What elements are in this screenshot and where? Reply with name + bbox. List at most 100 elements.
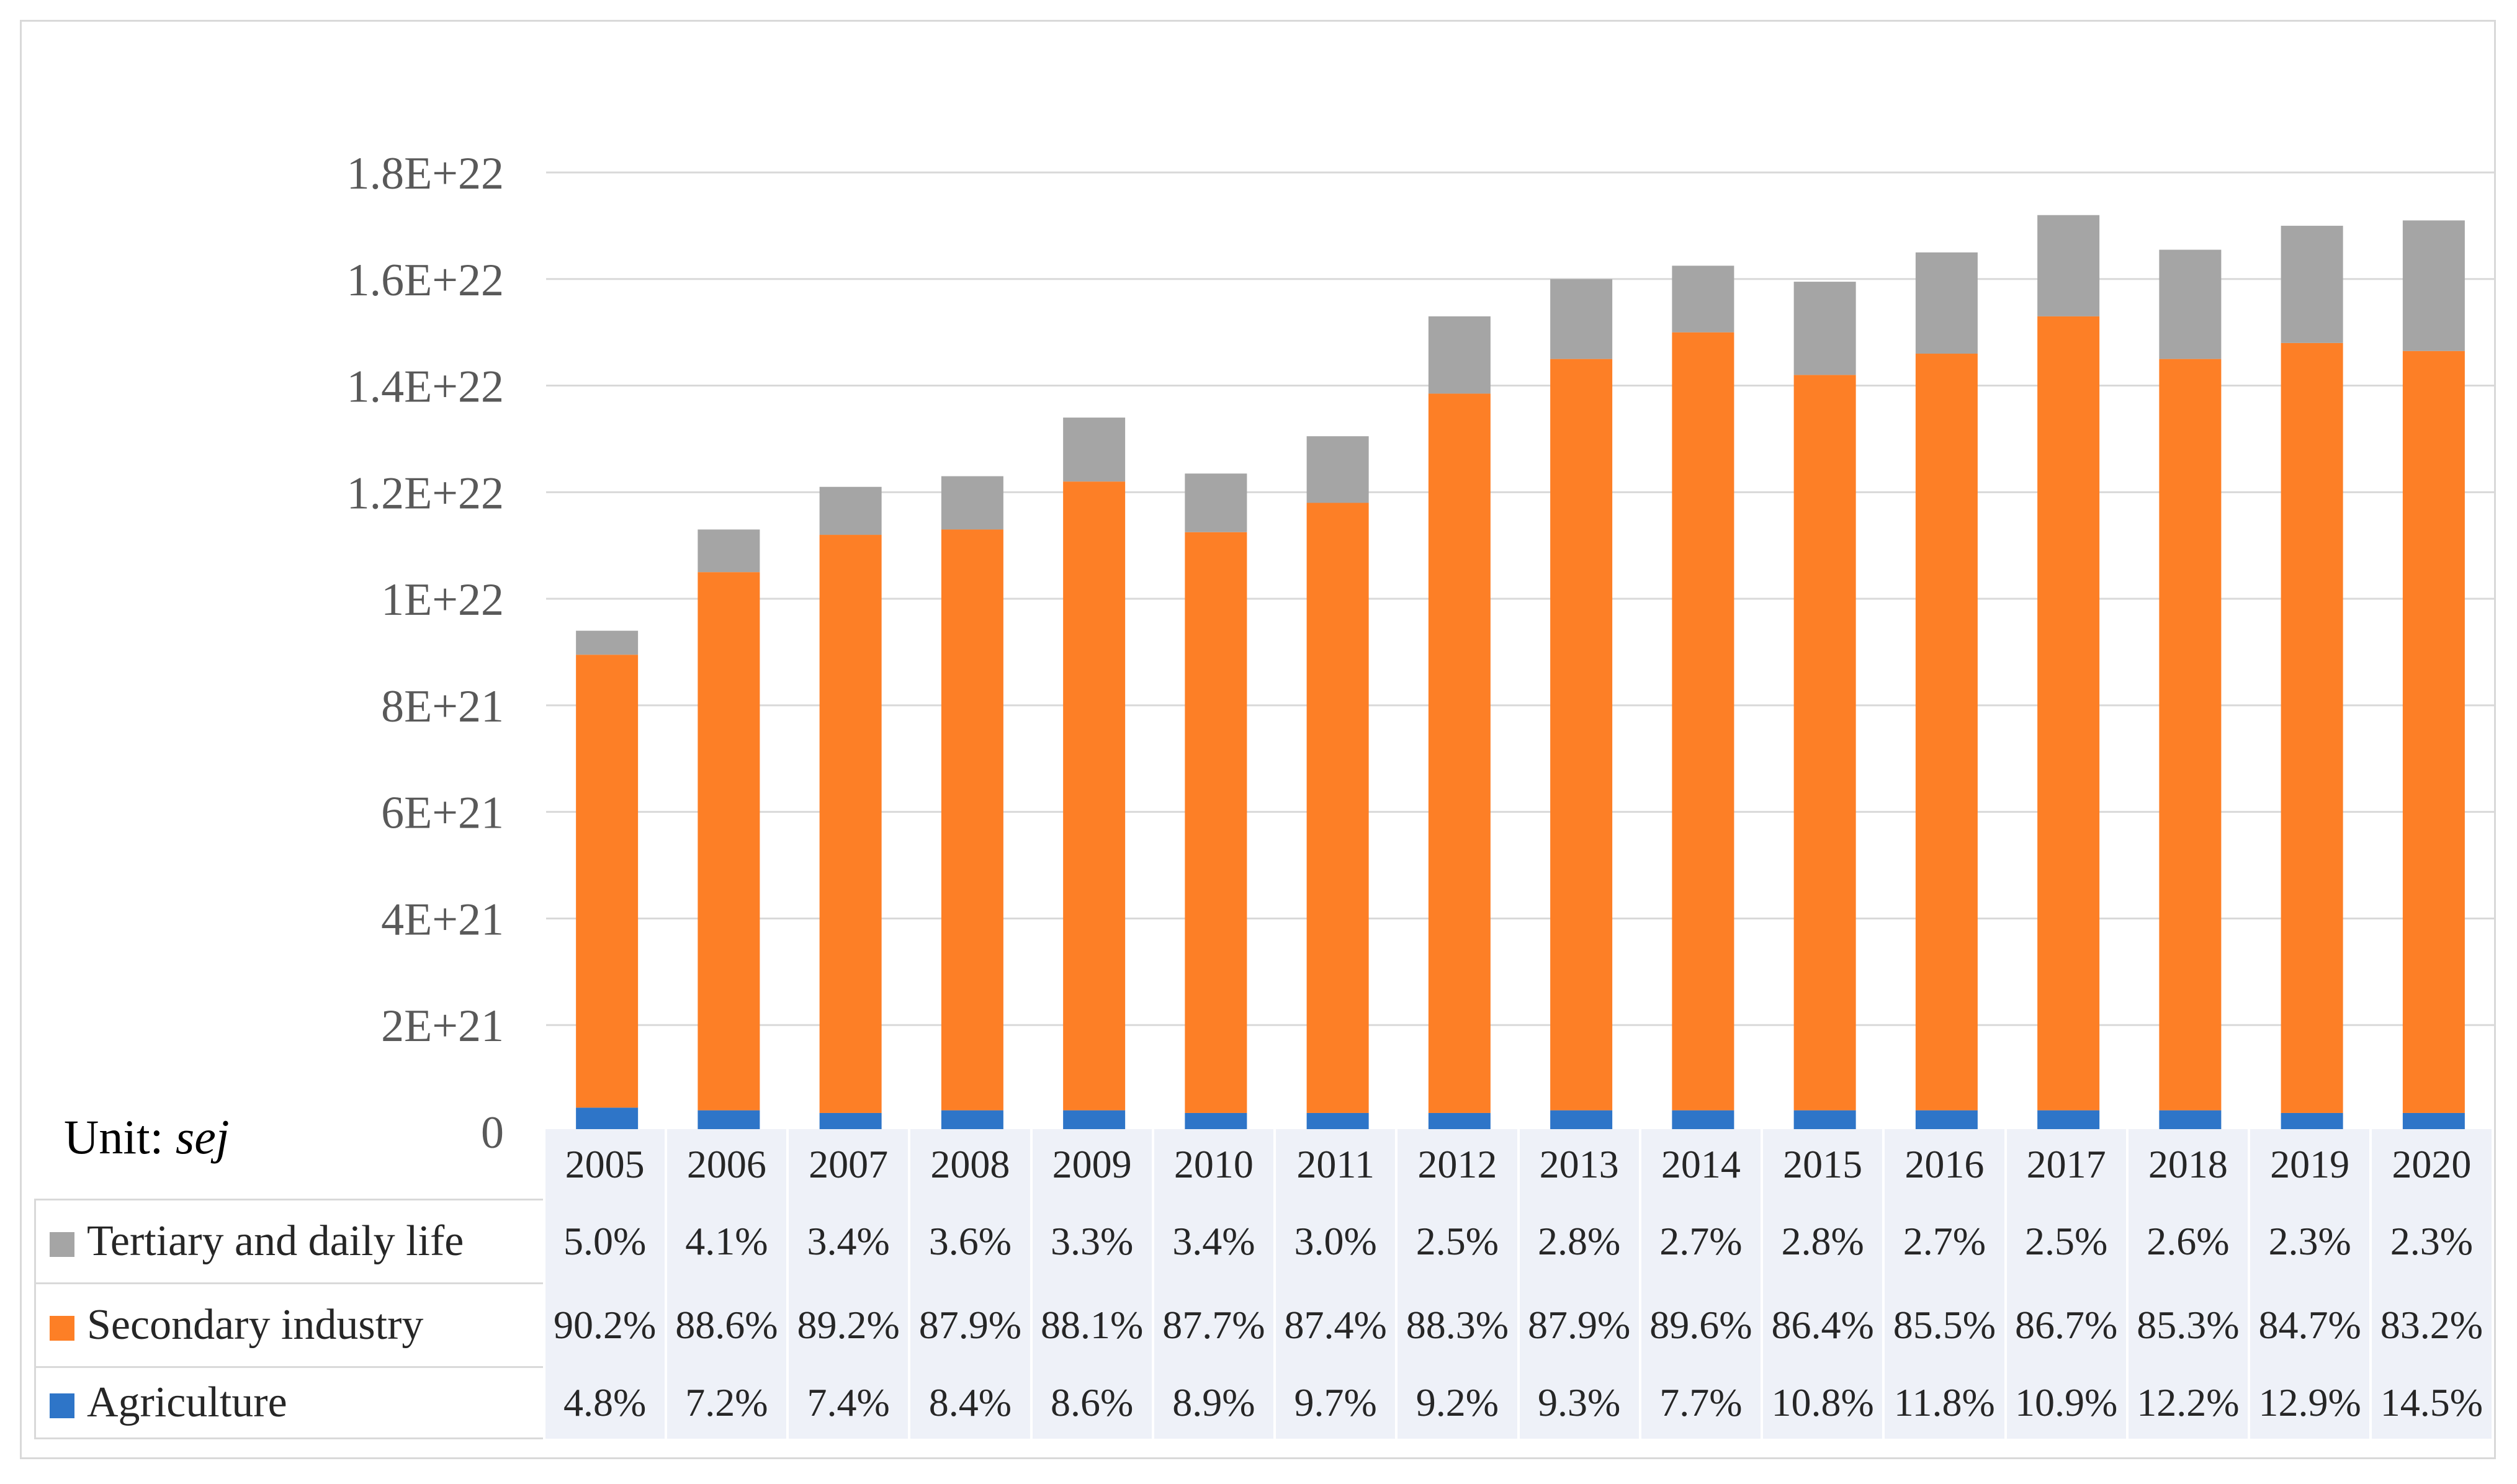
bar-segment-tertiary-and-daily-life bbox=[576, 630, 639, 655]
x-tick-label: 2017 bbox=[2004, 1129, 2129, 1200]
percent-label: 4.8% bbox=[542, 1367, 667, 1439]
x-tick-label: 2008 bbox=[908, 1129, 1033, 1200]
bar-segment-agriculture bbox=[1672, 1110, 1734, 1132]
bar-segment-secondary-industry bbox=[576, 655, 639, 1108]
x-tick-label: 2020 bbox=[2369, 1129, 2494, 1200]
y-tick-label: 1.8E+22 bbox=[347, 148, 504, 199]
y-tick-label: 1.4E+22 bbox=[347, 362, 504, 413]
x-tick-label: 2011 bbox=[1273, 1129, 1398, 1200]
bar-segment-secondary-industry bbox=[2402, 351, 2465, 1113]
bar-segment-secondary-industry bbox=[1793, 375, 1856, 1111]
percent-label: 3.0% bbox=[1273, 1199, 1398, 1284]
y-tick-label: 8E+21 bbox=[381, 681, 504, 732]
percent-label: 7.2% bbox=[664, 1367, 789, 1439]
bar-segment-tertiary-and-daily-life bbox=[698, 529, 760, 573]
x-tick-label: 2018 bbox=[2125, 1129, 2251, 1200]
percent-label: 86.4% bbox=[1760, 1283, 1885, 1367]
bar-segment-agriculture bbox=[1550, 1110, 1613, 1132]
x-tick-label: 2007 bbox=[786, 1129, 911, 1200]
bar-segment-agriculture bbox=[941, 1110, 1003, 1132]
percent-label: 85.5% bbox=[1882, 1283, 2007, 1367]
bar-segment-agriculture bbox=[1306, 1112, 1369, 1132]
percent-label: 8.4% bbox=[908, 1367, 1033, 1439]
bar-segment-secondary-industry bbox=[941, 529, 1003, 1111]
x-tick-label: 2012 bbox=[1395, 1129, 1520, 1200]
percent-label: 87.9% bbox=[908, 1283, 1033, 1367]
legend-swatch bbox=[50, 1232, 74, 1257]
percent-label: 2.6% bbox=[2125, 1199, 2251, 1284]
legend-entry: Agriculture bbox=[34, 1366, 545, 1439]
percent-label: 2.8% bbox=[1760, 1199, 1885, 1284]
bar-segment-secondary-industry bbox=[1428, 393, 1491, 1113]
percent-label: 12.2% bbox=[2125, 1367, 2251, 1439]
y-tick-label: 1.2E+22 bbox=[347, 468, 504, 519]
percent-label: 14.5% bbox=[2369, 1367, 2494, 1439]
unit-label: Unit: sej bbox=[64, 1109, 230, 1165]
table-row: Agriculture 4.8% 7.2% 7.4% 8.4% 8.6% 8.9% 9.7% 9… bbox=[34, 1366, 2494, 1439]
percent-label: 7.7% bbox=[1638, 1367, 1764, 1439]
percent-label: 86.7% bbox=[2004, 1283, 2129, 1367]
percent-label: 88.6% bbox=[664, 1283, 789, 1367]
y-tick-label: 1E+22 bbox=[381, 574, 504, 625]
percent-label: 9.3% bbox=[1517, 1367, 1641, 1439]
bar-segment-tertiary-and-daily-life bbox=[1306, 436, 1369, 503]
bar-segment-tertiary-and-daily-life bbox=[1185, 473, 1247, 532]
x-tick-label: 2005 bbox=[542, 1129, 667, 1200]
percent-label: 89.6% bbox=[1638, 1283, 1764, 1367]
unit-label-value: sej bbox=[175, 1110, 230, 1164]
bar-segment-agriculture bbox=[819, 1112, 882, 1132]
percent-label: 2.7% bbox=[1638, 1199, 1764, 1284]
y-tick-label: 2E+21 bbox=[381, 1001, 504, 1052]
percent-label: 10.8% bbox=[1760, 1367, 1885, 1439]
legend-swatch bbox=[50, 1393, 74, 1418]
bar-segment-secondary-industry bbox=[2037, 316, 2100, 1111]
bar-segment-agriculture bbox=[1063, 1110, 1126, 1132]
bar-segment-agriculture bbox=[2159, 1110, 2222, 1132]
percent-label: 2.5% bbox=[2004, 1199, 2129, 1284]
percent-label: 87.4% bbox=[1273, 1283, 1398, 1367]
percent-label: 2.3% bbox=[2369, 1199, 2494, 1284]
chart-frame bbox=[20, 20, 2496, 1459]
percent-label: 8.9% bbox=[1151, 1367, 1276, 1439]
bar-segment-agriculture bbox=[2037, 1110, 2100, 1132]
bar-segment-tertiary-and-daily-life bbox=[2402, 220, 2465, 351]
percent-label: 88.1% bbox=[1030, 1283, 1154, 1367]
percent-label: 11.8% bbox=[1882, 1367, 2007, 1439]
percent-label: 85.3% bbox=[2125, 1283, 2251, 1367]
percent-label: 90.2% bbox=[542, 1283, 667, 1367]
bar-segment-secondary-industry bbox=[819, 535, 882, 1113]
percent-label: 9.2% bbox=[1395, 1367, 1520, 1439]
percent-label: 87.7% bbox=[1151, 1283, 1276, 1367]
x-tick-label: 2015 bbox=[1760, 1129, 1885, 1200]
bar-segment-tertiary-and-daily-life bbox=[941, 476, 1003, 530]
bar-segment-tertiary-and-daily-life bbox=[2159, 249, 2222, 359]
percent-label: 2.5% bbox=[1395, 1199, 1520, 1284]
legend-label: Tertiary and daily life bbox=[87, 1217, 464, 1265]
bar-segment-secondary-industry bbox=[1550, 359, 1613, 1111]
percent-label: 2.7% bbox=[1882, 1199, 2007, 1284]
bar-segment-agriculture bbox=[1793, 1110, 1856, 1132]
percent-label: 83.2% bbox=[2369, 1283, 2494, 1367]
bar-segment-agriculture bbox=[2402, 1112, 2465, 1132]
y-tick-label: 4E+21 bbox=[381, 894, 504, 945]
x-tick-label: 2013 bbox=[1517, 1129, 1641, 1200]
bar-segment-tertiary-and-daily-life bbox=[1063, 418, 1126, 482]
bar-segment-tertiary-and-daily-life bbox=[1672, 266, 1734, 333]
bar-segment-secondary-industry bbox=[698, 572, 760, 1111]
data-table: 2005 2006 2007 2008 2009 2010 2011 2012 2013 2014… bbox=[34, 1129, 2494, 1439]
legend-entry: Secondary industry bbox=[34, 1282, 545, 1368]
table-row: Secondary industry 90.2% 88.6% 89.2% 87.9% 88… bbox=[34, 1282, 2494, 1368]
percent-label: 84.7% bbox=[2247, 1283, 2372, 1367]
percent-label: 2.8% bbox=[1517, 1199, 1641, 1284]
bar-segment-agriculture bbox=[1185, 1112, 1247, 1132]
legend-label: Secondary industry bbox=[87, 1301, 424, 1349]
percent-label: 3.3% bbox=[1030, 1199, 1154, 1284]
bar-segment-secondary-industry bbox=[1915, 354, 1978, 1111]
x-tick-label: 2016 bbox=[1882, 1129, 2007, 1200]
x-axis-row: 2005 2006 2007 2008 2009 2010 2011 2012 2013 2014… bbox=[35, 1129, 2494, 1200]
percent-label: 88.3% bbox=[1395, 1283, 1520, 1367]
bar-segment-secondary-industry bbox=[1306, 503, 1369, 1113]
table-corner bbox=[35, 1129, 544, 1200]
bar-segment-secondary-industry bbox=[1672, 332, 1734, 1111]
